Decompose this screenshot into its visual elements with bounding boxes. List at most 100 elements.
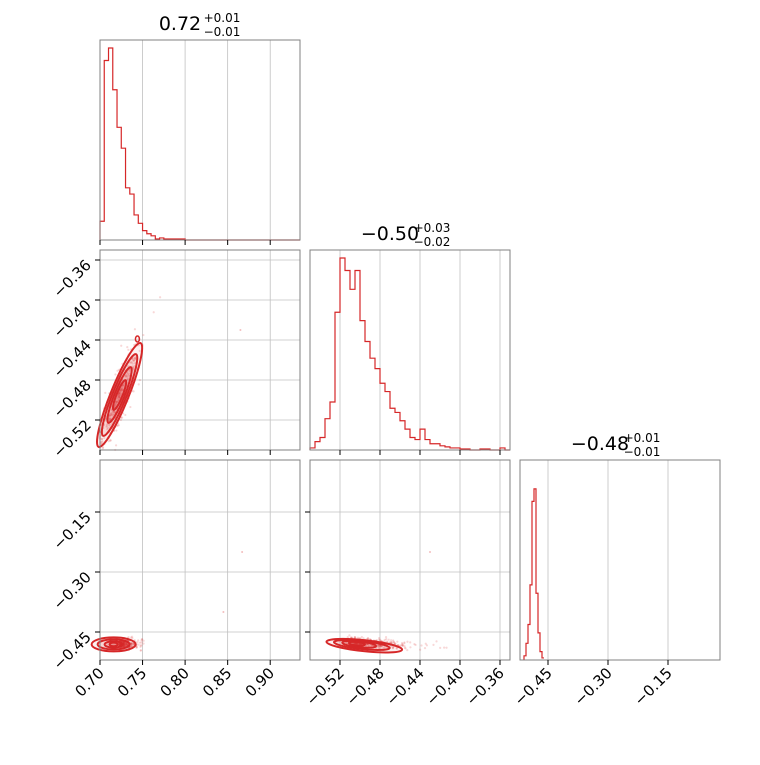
scatter-point: [239, 329, 242, 331]
panel-x-vs-y: −0.36−0.40−0.44−0.48−0.52: [50, 249, 301, 461]
scatter-point: [392, 640, 395, 643]
panel-title: 0.72: [159, 13, 201, 35]
scatter-points: [345, 551, 448, 652]
scatter-point: [401, 644, 404, 647]
scatter-point: [131, 644, 134, 647]
scatter-point: [131, 637, 134, 640]
scatter-point: [123, 642, 126, 645]
scatter-point: [126, 643, 129, 646]
x-tick-label: −0.40: [423, 664, 468, 709]
scatter-point: [117, 395, 120, 398]
y-tick-label: −0.36: [50, 256, 95, 301]
scatter-point: [112, 410, 115, 414]
scatter-point: [116, 400, 119, 403]
scatter-point: [127, 635, 130, 639]
scatter-point: [409, 641, 412, 644]
scatter-point: [390, 639, 393, 642]
scatter-point: [360, 635, 363, 639]
scatter-point: [137, 383, 140, 386]
scatter-point: [100, 437, 103, 441]
scatter-point: [159, 296, 162, 299]
scatter-point: [356, 642, 359, 645]
scatter-point: [120, 392, 123, 395]
scatter-point: [106, 426, 110, 429]
scatter-point: [127, 348, 130, 351]
scatter-point: [376, 645, 380, 648]
scatter-point: [378, 636, 381, 640]
scatter-point: [139, 641, 142, 644]
scatter-point: [357, 642, 360, 646]
scatter-point: [392, 641, 396, 644]
scatter-point: [132, 642, 135, 646]
scatter-point: [124, 643, 127, 646]
scatter-point: [123, 643, 126, 646]
scatter-point: [425, 644, 428, 647]
title-lower-error: −0.01: [624, 445, 661, 459]
scatter-point: [120, 389, 123, 392]
x-tick-label: 0.70: [71, 664, 107, 700]
scatter-point: [126, 346, 129, 349]
scatter-point: [413, 643, 416, 646]
scatter-point: [125, 643, 128, 646]
panel-y-vs-z: −0.52−0.48−0.44−0.40−0.36: [303, 459, 511, 709]
scatter-point: [390, 641, 394, 644]
scatter-point: [394, 642, 397, 645]
y-tick-label: −0.30: [50, 568, 95, 613]
scatter-point: [141, 638, 144, 641]
scatter-point: [120, 387, 123, 390]
scatter-point: [346, 636, 349, 639]
scatter-point: [379, 645, 382, 648]
scatter-point: [105, 424, 108, 427]
axes-frame: [309, 459, 511, 661]
scatter-point: [104, 417, 107, 421]
scatter-point: [110, 413, 114, 416]
scatter-point: [106, 427, 109, 431]
scatter-point: [401, 643, 404, 646]
scatter-point: [101, 446, 105, 449]
scatter-point: [403, 644, 406, 648]
title-upper-error: +0.01: [624, 431, 661, 445]
scatter-point: [134, 362, 137, 365]
scatter-point: [135, 645, 139, 649]
scatter-point: [126, 643, 129, 646]
scatter-point: [126, 375, 129, 378]
scatter-point: [241, 551, 244, 553]
scatter-point: [414, 643, 417, 647]
scatter-point: [127, 372, 130, 375]
scatter-point: [349, 636, 353, 639]
scatter-point: [132, 643, 136, 646]
scatter-point: [108, 417, 111, 420]
scatter-point: [121, 388, 124, 391]
scatter-point: [391, 645, 395, 649]
scatter-point: [123, 644, 126, 647]
scatter-point: [123, 382, 126, 385]
scatter-point: [142, 639, 145, 642]
scatter-point: [116, 396, 119, 400]
scatter-point: [112, 410, 115, 413]
scatter-point: [383, 638, 386, 641]
scatter-point: [117, 394, 120, 397]
panel-marginal-y: −0.50+0.03−0.02: [309, 221, 511, 455]
scatter-point: [399, 644, 402, 647]
scatter-point: [132, 359, 135, 362]
scatter-point: [126, 643, 129, 646]
scatter-point: [378, 644, 381, 647]
scatter-point: [118, 395, 121, 398]
scatter-point: [125, 374, 128, 377]
density-contour: [111, 379, 128, 411]
x-tick-label: −0.15: [631, 664, 676, 709]
title-lower-error: −0.01: [204, 25, 241, 39]
scatter-point: [108, 414, 111, 418]
scatter-point: [126, 365, 130, 368]
scatter-point: [133, 358, 137, 361]
scatter-point: [129, 405, 132, 409]
scatter-point: [116, 400, 119, 403]
scatter-point: [118, 643, 121, 646]
scatter-point: [124, 643, 127, 646]
scatter-point: [358, 642, 362, 646]
scatter-point: [353, 635, 356, 639]
scatter-point: [109, 412, 113, 415]
scatter-point: [129, 636, 133, 639]
